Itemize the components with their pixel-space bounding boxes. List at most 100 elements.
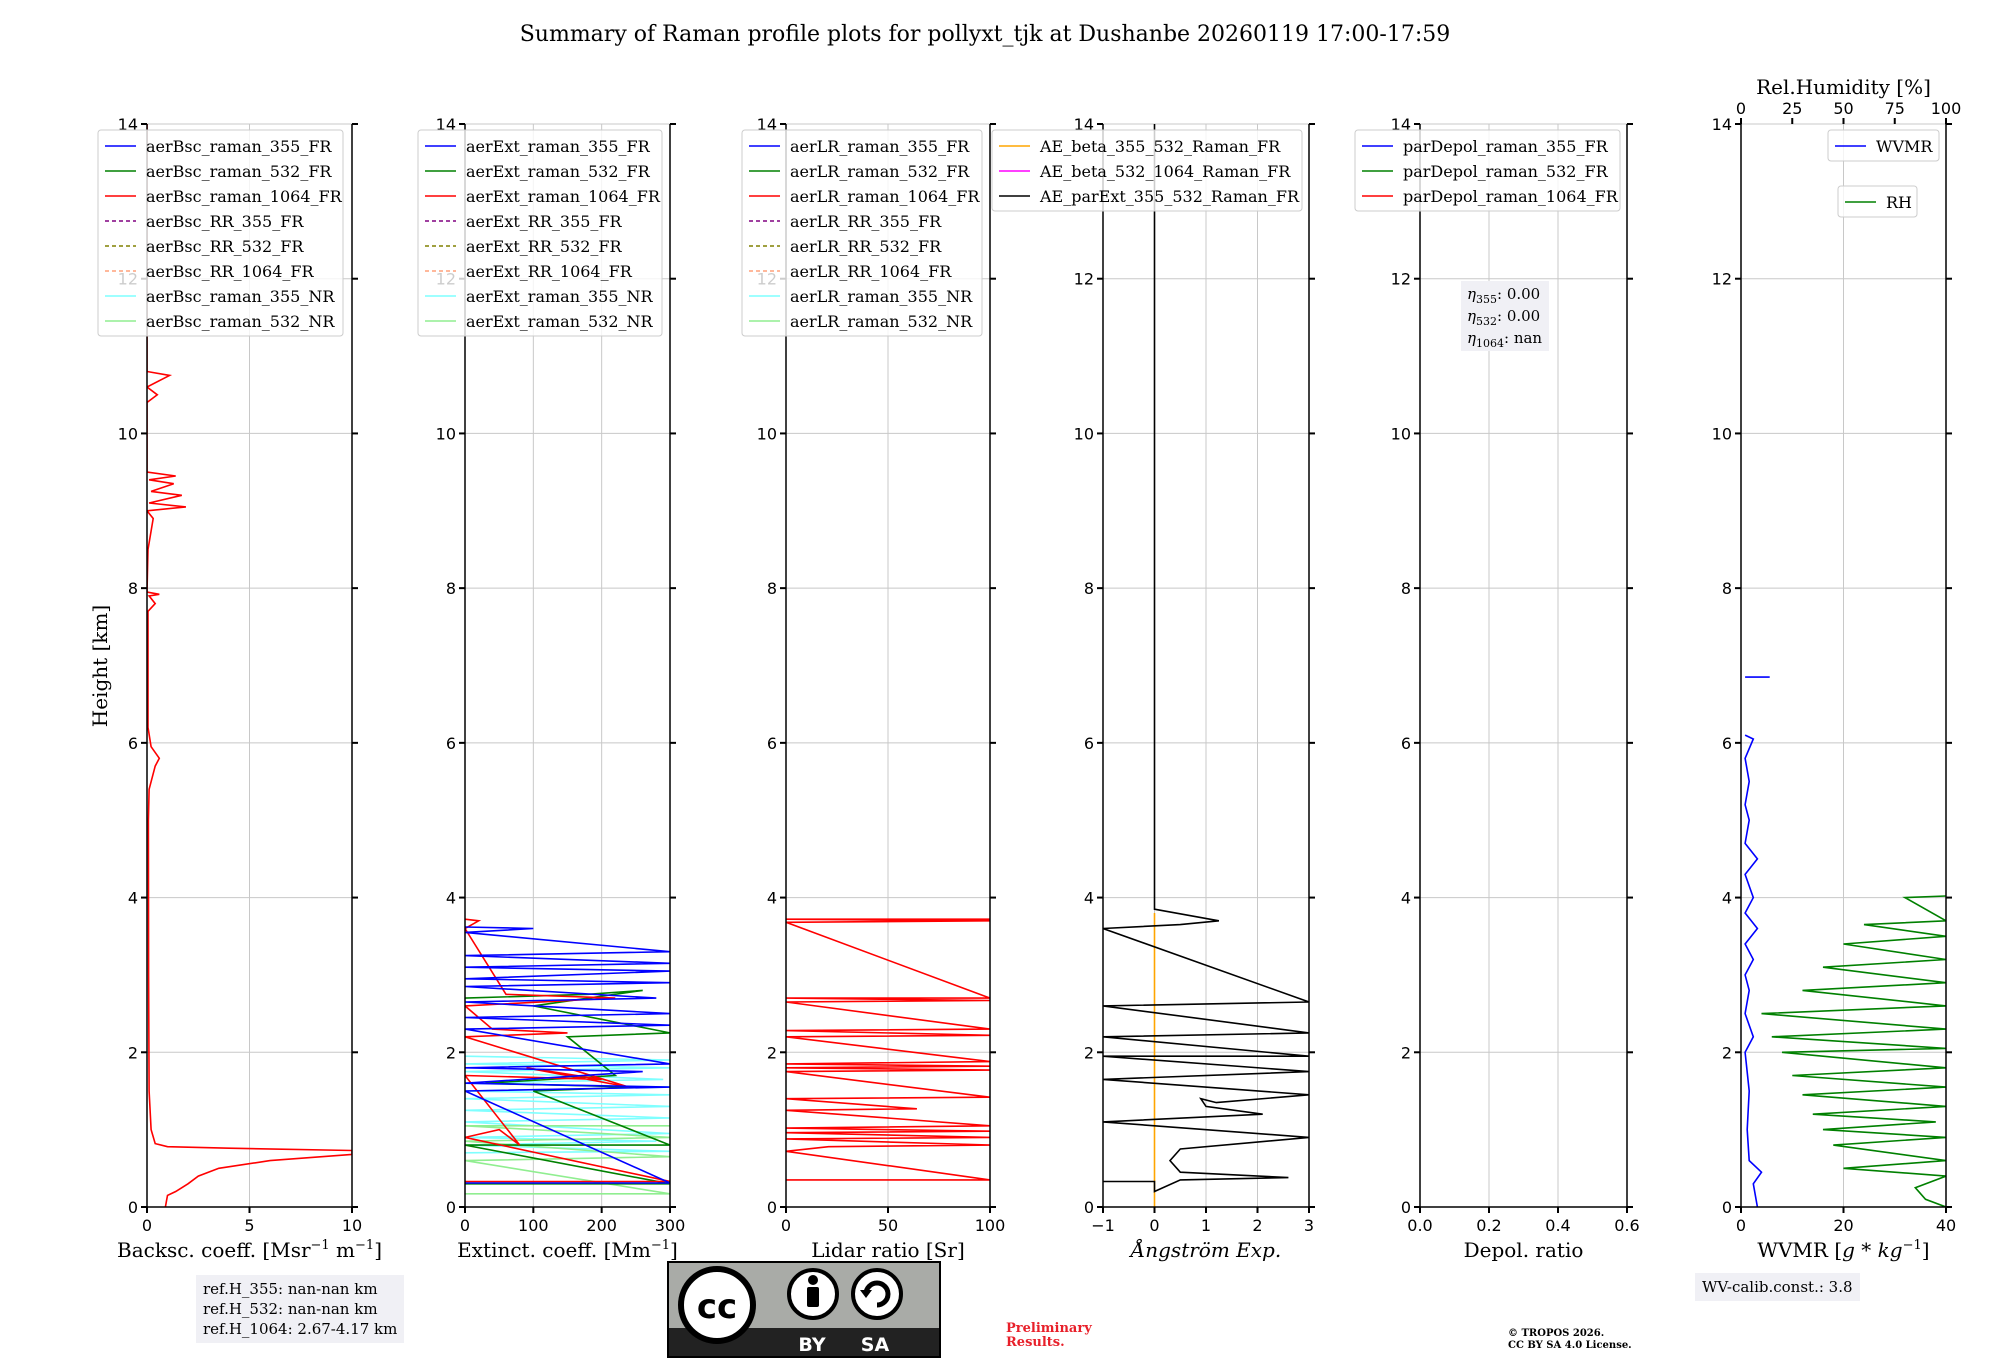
license-sa-label: SA — [861, 1334, 890, 1356]
ext-series-aerExt_raman_532_NR — [465, 1125, 670, 1195]
lr-legend-entry: aerLR_RR_532_FR — [790, 237, 942, 256]
copyright-note: © TROPOS 2026. CC BY SA 4.0 License. — [1508, 1328, 1632, 1352]
rh-top-tick-label: 50 — [1833, 99, 1853, 118]
bsc-panel: 024681012140510Backsc. coeff. [Msr−1 m−1… — [88, 115, 382, 1262]
ae-xlabel: Ångström Exp. — [1129, 1237, 1281, 1262]
wv-ytick-label: 12 — [1712, 270, 1732, 289]
copyright-line-1: © TROPOS 2026. — [1508, 1328, 1605, 1339]
ae-xtick-label: 3 — [1304, 1216, 1314, 1235]
lr-series-group — [786, 918, 990, 1181]
bsc-ytick-label: 0 — [128, 1198, 138, 1217]
ext-series-aerExt_raman_355_NR — [465, 1055, 670, 1154]
copyright-line-2: CC BY SA 4.0 License. — [1508, 1340, 1632, 1351]
bsc-ytick-label: 4 — [128, 889, 138, 908]
wv-xtick-label: 40 — [1936, 1216, 1956, 1235]
ae-ytick-label: 6 — [1084, 734, 1094, 753]
ae-legend-entry: AE_beta_355_532_Raman_FR — [1039, 137, 1281, 156]
eta-1064: η1064: nan — [1467, 329, 1542, 350]
ae-ytick-label: 4 — [1084, 889, 1094, 908]
ae-xtick-label: 1 — [1201, 1216, 1211, 1235]
ae-xtick-label: 2 — [1252, 1216, 1262, 1235]
depol-ytick-label: 0 — [1401, 1198, 1411, 1217]
lr-ytick-label: 14 — [757, 115, 777, 134]
ref-h-532: ref.H_532: nan-nan km — [203, 1300, 378, 1318]
depol-xtick-label: 0.6 — [1614, 1216, 1639, 1235]
depol-xlabel: Depol. ratio — [1464, 1238, 1584, 1262]
depol-xtick-label: 0.4 — [1545, 1216, 1570, 1235]
lr-legend — [741, 129, 983, 337]
wv-legend-rh-entry: RH — [1886, 193, 1912, 212]
lr-legend-entry: aerLR_RR_1064_FR — [790, 262, 952, 281]
lr-legend-entry: aerLR_raman_355_NR — [790, 287, 973, 306]
ext-xtick-label: 100 — [518, 1216, 549, 1235]
ext-legend-entry: aerExt_RR_355_FR — [466, 212, 623, 231]
ae-legend-entry: AE_beta_532_1064_Raman_FR — [1039, 162, 1291, 181]
ae-series-AE_parExt_355_532_Raman_FR — [1103, 124, 1309, 1193]
ext-xtick-label: 200 — [586, 1216, 617, 1235]
license-by-label: BY — [798, 1334, 825, 1356]
ae-ytick-label: 0 — [1084, 1198, 1094, 1217]
bsc-legend-entry: aerBsc_raman_532_NR — [146, 312, 335, 331]
depol-ytick-label: 12 — [1391, 270, 1411, 289]
bsc-legend-entry: aerBsc_raman_532_FR — [146, 162, 332, 181]
eta-532: η532: 0.00 — [1467, 307, 1540, 328]
depol-ytick-label: 10 — [1391, 424, 1411, 443]
cc-license-badge: cc BY SA — [667, 1261, 941, 1358]
ext-legend-entry: aerExt_raman_532_FR — [466, 162, 651, 181]
reference-height-box: ref.H_355: nan-nan km ref.H_532: nan-nan… — [196, 1275, 405, 1343]
figure-title: Summary of Raman profile plots for polly… — [520, 22, 1451, 47]
bsc-legend-entry: aerBsc_RR_1064_FR — [146, 262, 315, 281]
wv-legend-rh — [1837, 185, 1918, 218]
bsc-ytick-label: 10 — [118, 424, 138, 443]
svg-text:cc: cc — [697, 1287, 737, 1327]
lr-legend-entry: aerLR_raman_355_FR — [790, 137, 970, 156]
lr-ytick-label: 6 — [767, 734, 777, 753]
depol-ytick-label: 8 — [1401, 579, 1411, 598]
lr-legend-entry: aerLR_RR_355_FR — [790, 212, 942, 231]
bsc-xtick-label: 10 — [342, 1216, 362, 1235]
bsc-xtick-label: 0 — [142, 1216, 152, 1235]
ext-ytick-label: 2 — [446, 1043, 456, 1062]
ext-legend-entry: aerExt_raman_1064_FR — [466, 187, 661, 206]
depol-xtick-label: 0.2 — [1476, 1216, 1501, 1235]
preliminary-line-1: Preliminary — [1006, 1321, 1092, 1336]
ext-xlabel: Extinct. coeff. [Mm−1] — [457, 1238, 678, 1262]
lr-ytick-label: 0 — [767, 1198, 777, 1217]
wv-xtick-label: 20 — [1833, 1216, 1853, 1235]
ext-panel: 024681012140100200300Extinct. coeff. [Mm… — [417, 115, 685, 1262]
ext-series-aerExt_raman_1064_FR — [465, 918, 670, 1183]
ext-ytick-label: 10 — [436, 424, 456, 443]
wv-series-RH — [1761, 895, 1946, 1207]
wv-xlabel: WVMR [g * kg−1] — [1757, 1238, 1929, 1262]
lr-ytick-label: 10 — [757, 424, 777, 443]
ae-legend — [991, 129, 1303, 212]
ae-legend-entry: AE_parExt_355_532_Raman_FR — [1039, 187, 1300, 206]
lr-series-aerLR_raman_1064_FR — [786, 918, 990, 1181]
ext-ytick-label: 14 — [436, 115, 456, 134]
wv-series-group — [1744, 676, 1946, 1207]
ae-ytick-label: 14 — [1074, 115, 1094, 134]
rh-top-tick-label: 25 — [1782, 99, 1802, 118]
lr-ytick-label: 8 — [767, 579, 777, 598]
ref-h-355: ref.H_355: nan-nan km — [203, 1280, 378, 1298]
depol-ytick-label: 14 — [1391, 115, 1411, 134]
eta-box — [1461, 281, 1549, 351]
lr-ytick-label: 2 — [767, 1043, 777, 1062]
bsc-ytick-label: 14 — [118, 115, 138, 134]
ae-ytick-label: 2 — [1084, 1043, 1094, 1062]
bsc-legend-entry: aerBsc_raman_355_NR — [146, 287, 335, 306]
bsc-ytick-label: 2 — [128, 1043, 138, 1062]
ext-ytick-label: 6 — [446, 734, 456, 753]
wv-ytick-label: 6 — [1722, 734, 1732, 753]
ext-legend-entry: aerExt_RR_532_FR — [466, 237, 623, 256]
lr-legend-entry: aerLR_raman_532_FR — [790, 162, 970, 181]
bsc-legend-entry: aerBsc_raman_355_FR — [146, 137, 332, 156]
bsc-xlabel: Backsc. coeff. [Msr−1 m−1] — [117, 1238, 382, 1262]
ae-xtick-label: −1 — [1091, 1216, 1115, 1235]
wv-calibration-box: WV-calib.const.: 3.8 — [1695, 1273, 1860, 1301]
eta-355: η355: 0.00 — [1467, 285, 1540, 306]
bsc-ytick-label: 8 — [128, 579, 138, 598]
bsc-legend — [97, 129, 344, 337]
lr-ytick-label: 4 — [767, 889, 777, 908]
